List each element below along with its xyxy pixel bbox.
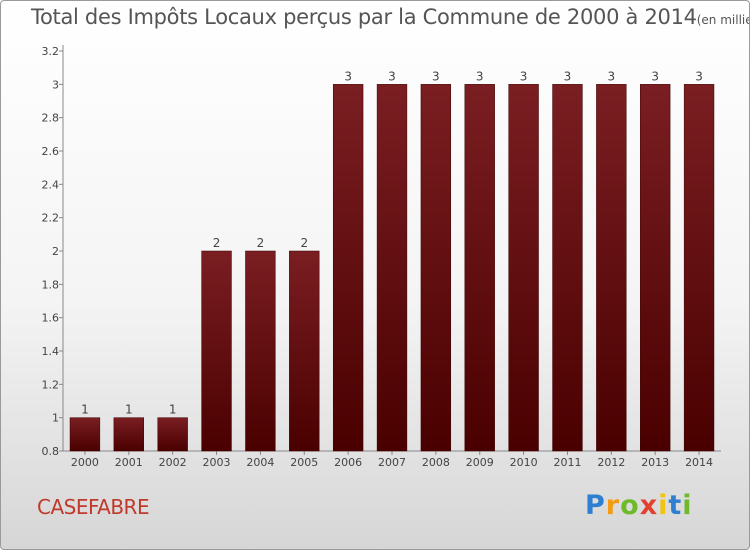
data-label: 3 bbox=[520, 69, 528, 83]
bar bbox=[596, 84, 627, 452]
x-tick-label: 2002 bbox=[159, 456, 187, 469]
data-label: 1 bbox=[81, 403, 89, 417]
title-main: Total des Impôts Locaux perçus par la Co… bbox=[31, 5, 697, 29]
bar bbox=[289, 250, 320, 452]
logo-letter: P bbox=[585, 490, 606, 521]
data-label: 3 bbox=[651, 69, 659, 83]
logo-letter: i bbox=[682, 490, 693, 521]
x-tick-label: 2011 bbox=[553, 456, 581, 469]
bar bbox=[245, 250, 276, 452]
data-label: 3 bbox=[388, 69, 396, 83]
x-tick-label: 2006 bbox=[334, 456, 362, 469]
x-tick-label: 2000 bbox=[71, 456, 99, 469]
data-label: 3 bbox=[564, 69, 572, 83]
y-tick-label: 2.6 bbox=[42, 145, 60, 158]
x-tick-label: 2007 bbox=[378, 456, 406, 469]
data-label: 3 bbox=[476, 69, 484, 83]
data-label: 3 bbox=[432, 69, 440, 83]
x-tick-label: 2005 bbox=[290, 456, 318, 469]
y-tick-label: 2.2 bbox=[42, 212, 60, 225]
bar bbox=[376, 84, 408, 452]
y-tick-label: 1.4 bbox=[42, 345, 60, 358]
x-tick-label: 2013 bbox=[641, 456, 669, 469]
data-label: 3 bbox=[344, 69, 352, 83]
y-tick-label: 2.4 bbox=[42, 178, 60, 191]
bar bbox=[508, 84, 539, 452]
bar bbox=[69, 417, 101, 452]
x-tick-label: 2010 bbox=[510, 456, 538, 469]
title-unit: (en milliers d'€) bbox=[696, 13, 749, 27]
data-label: 2 bbox=[213, 236, 221, 250]
y-tick-label: 3 bbox=[52, 78, 59, 91]
data-label: 1 bbox=[169, 403, 177, 417]
bar bbox=[640, 84, 671, 452]
bar bbox=[464, 84, 495, 452]
y-tick-label: 1.2 bbox=[42, 378, 60, 391]
data-label: 1 bbox=[125, 403, 133, 417]
logo-letter: x bbox=[639, 490, 659, 521]
commune-name: CASEFABRE bbox=[37, 495, 150, 519]
y-tick-label: 2 bbox=[52, 245, 59, 258]
x-tick-label: 2001 bbox=[115, 456, 143, 469]
y-tick-label: 0.8 bbox=[42, 445, 60, 458]
logo-letter: i bbox=[658, 490, 669, 521]
bar bbox=[420, 84, 452, 452]
chart-title: Total des Impôts Locaux perçus par la Co… bbox=[31, 5, 749, 29]
bar bbox=[552, 84, 583, 452]
bar bbox=[683, 84, 715, 452]
y-tick-label: 2.8 bbox=[42, 112, 60, 125]
bar bbox=[113, 417, 144, 452]
bar bbox=[157, 417, 188, 452]
y-tick-label: 1 bbox=[52, 412, 59, 425]
x-tick-label: 2004 bbox=[246, 456, 274, 469]
y-tick-label: 3.2 bbox=[42, 45, 60, 58]
x-tick-label: 2003 bbox=[203, 456, 231, 469]
logo-letter: t bbox=[668, 490, 683, 521]
bar bbox=[332, 84, 364, 452]
data-label: 2 bbox=[300, 236, 308, 250]
x-tick-label: 2009 bbox=[466, 456, 494, 469]
logo-letter: o bbox=[620, 490, 640, 521]
x-tick-label: 2014 bbox=[685, 456, 713, 469]
logo-letter: r bbox=[605, 490, 621, 521]
x-tick-label: 2008 bbox=[422, 456, 450, 469]
y-tick-label: 1.8 bbox=[42, 278, 60, 291]
data-label: 3 bbox=[695, 69, 703, 83]
x-tick-label: 2012 bbox=[597, 456, 625, 469]
bar bbox=[201, 250, 232, 452]
data-label: 3 bbox=[608, 69, 616, 83]
y-tick-label: 1.6 bbox=[42, 312, 60, 325]
proxiti-logo[interactable]: Proxiti bbox=[585, 490, 693, 521]
data-label: 2 bbox=[257, 236, 265, 250]
